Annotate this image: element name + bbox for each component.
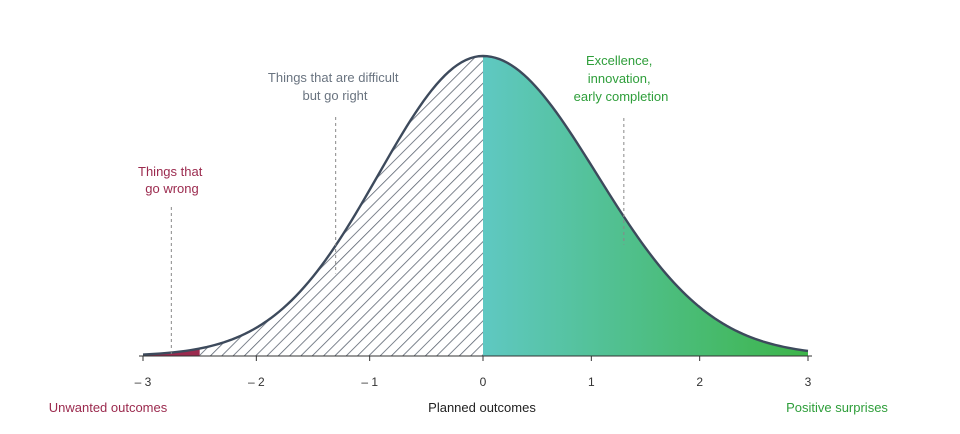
go-wrong-label: Things that go wrong [138, 164, 206, 196]
excellence-label: Excellence, innovation, early completion [574, 53, 669, 104]
x-tick-label: 1 [588, 375, 595, 389]
planned-outcomes-label: Planned outcomes [428, 400, 536, 415]
x-tick-label: – 2 [248, 375, 265, 389]
difficult-line-1: Things that are difficult [268, 70, 399, 85]
distribution-curve [142, 54, 809, 356]
go-wrong-line-1: Things that [138, 164, 203, 179]
x-tick-label: 2 [696, 375, 703, 389]
difficult-line-2: but go right [302, 88, 367, 103]
excellence-line-1: Excellence, [586, 53, 652, 68]
difficult-label: Things that are difficult but go right [268, 70, 402, 103]
unwanted-outcomes-label: Unwanted outcomes [49, 400, 168, 415]
x-tick-label: 3 [805, 375, 812, 389]
positive-region [483, 56, 808, 356]
go-wrong-line-2: go wrong [145, 181, 198, 196]
x-axis-ticks: – 3 – 2 – 1 0 1 2 3 [135, 356, 812, 389]
x-tick-label: – 1 [361, 375, 378, 389]
x-tick-label: 0 [480, 375, 487, 389]
excellence-line-3: early completion [574, 89, 669, 104]
x-tick-label: – 3 [135, 375, 152, 389]
excellence-line-2: innovation, [588, 71, 651, 86]
positive-surprises-label: Positive surprises [786, 400, 888, 415]
difficult-region [199, 56, 484, 356]
